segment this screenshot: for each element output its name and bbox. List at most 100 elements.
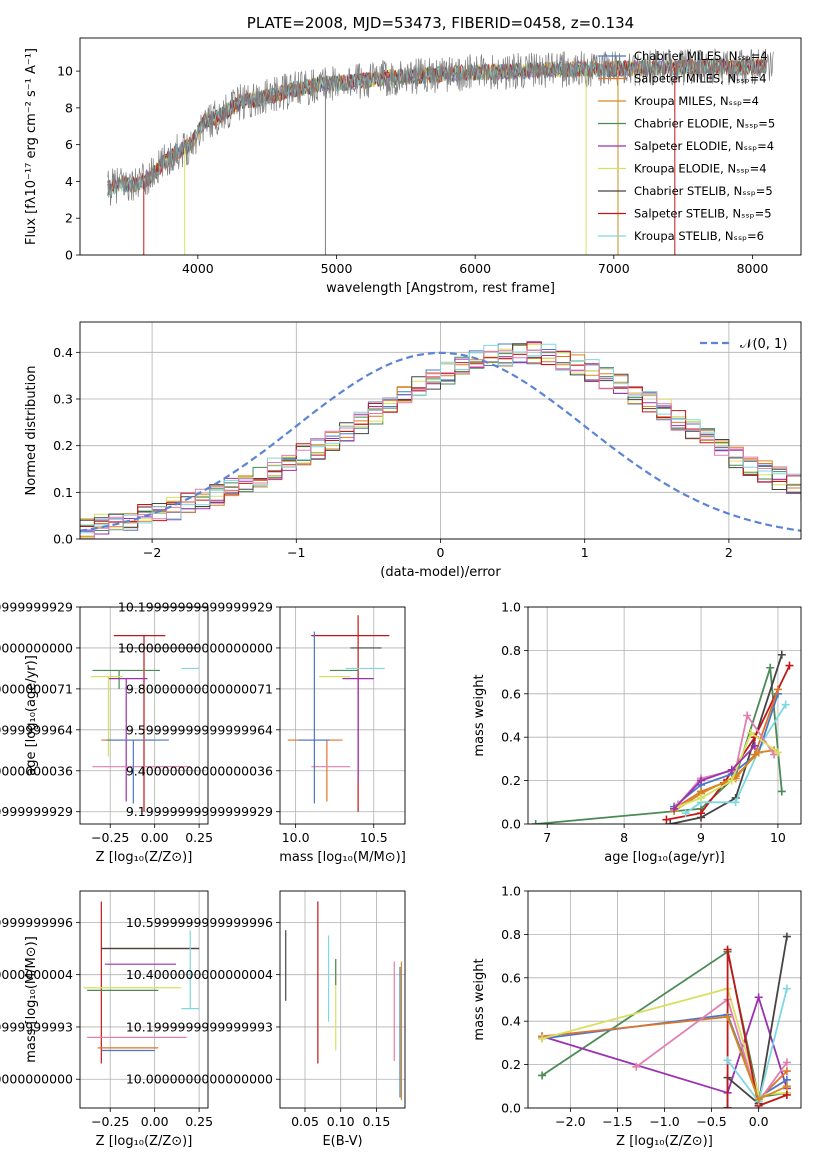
- weight-vs-z-ytick-label: 1.0: [501, 884, 521, 899]
- residuals-ytick-label: 0.2: [53, 438, 73, 453]
- age-vs-mass-xlabel: mass [log₁₀(M/M⊙)]: [279, 850, 406, 865]
- age-vs-mass-xtick-label: 10.0: [282, 830, 310, 845]
- spectrum-legend-label-4: Salpeter ELODIE, Nₛₛₚ=4: [634, 139, 774, 153]
- weight-vs-age-line-1: [670, 654, 783, 824]
- weight-vs-z-ytick-label: 0.8: [501, 927, 521, 942]
- weight-vs-z-xtick-label: 0.0: [749, 1114, 769, 1129]
- weight-vs-z-ytick-label: 0.2: [501, 1057, 521, 1072]
- spectrum-axes: 4000 5000 6000 7000 8000 0 2 4 6 8 10 wavelength [A…: [24, 48, 768, 296]
- age-vs-mass-ytick-label: 10.00000000000000000: [118, 640, 273, 655]
- spectrum-legend-label-1: Salpeter MILES, Nₛₛₚ=4: [634, 72, 767, 86]
- weight-vs-age-ylabel: mass weight: [472, 674, 487, 756]
- spectrum-legend-label-8: Kroupa STELIB, Nₛₛₚ=6: [634, 229, 764, 243]
- weight-vs-z-marker-5-3: [782, 1058, 791, 1067]
- weight-vs-age-ytick-label: 0.0: [501, 817, 521, 832]
- weight-vs-z-xlabel: Z [log₁₀(Z/Z⊙)]: [616, 1134, 713, 1149]
- mass-vs-ebv-xlabel: E(B-V): [322, 1134, 362, 1149]
- mass-vs-z-ytick-label: 10.4000000000000004: [0, 967, 73, 982]
- residuals-xtick-label: 2: [725, 545, 733, 560]
- weight-vs-age-marker-0-3: [766, 663, 775, 672]
- weight-vs-age-marker-2-1: [697, 809, 706, 818]
- age-vs-mass-ytick-label: 9.80000000000000071: [126, 681, 273, 696]
- spectrum-ytick-label: 0: [65, 248, 73, 263]
- spectrum-legend-label-5: Kroupa ELODIE, Nₛₛₚ=4: [634, 162, 767, 176]
- residuals-ytick-label: 0.0: [53, 532, 73, 547]
- weight-vs-z-xtick-label: −2.0: [555, 1114, 585, 1129]
- weight-vs-age-xlabel: age [log₁₀(age/yr)]: [604, 850, 725, 865]
- spectrum-xlabel: wavelength [Angstrom, rest frame]: [326, 281, 555, 296]
- weight-vs-z-marker-4-0: [538, 1034, 547, 1043]
- age-vs-z-xtick-label: 0.00: [141, 830, 169, 845]
- residuals-axes: −2 −1 0 1 2 0.0 0.1 0.2 0.3 0.4 (data-model)/error…: [24, 322, 801, 580]
- weight-vs-age-ytick-label: 0.8: [501, 643, 521, 658]
- weight-vs-z-marker-3-3: [782, 1067, 791, 1076]
- mass-vs-ebv-xtick-label: 0.15: [363, 1114, 391, 1129]
- weight-vs-age-marker-2-4: [785, 661, 794, 670]
- weight-vs-age-xtick-label: 10: [770, 830, 786, 845]
- age-vs-z-ytick-label: 9.59999999999999964: [0, 722, 73, 737]
- weight-vs-z-marker-9-2: [782, 1082, 791, 1091]
- weight-vs-z-ytick-label: 0.0: [501, 1101, 521, 1116]
- mass-vs-z-points: [83, 901, 200, 1064]
- residuals-hist: [80, 341, 801, 539]
- spectrum-legend-label-6: Chabrier STELIB, Nₛₛₚ=5: [634, 184, 773, 198]
- spectrum-ylabel: Flux [fλ10⁻¹⁷ erg cm⁻² s⁻¹ A⁻¹]: [24, 48, 39, 245]
- weight-vs-z-line-5: [635, 998, 788, 1104]
- age-vs-mass-ytick-label: 9.59999999999999964: [126, 722, 273, 737]
- weight-vs-age-xtick-label: 7: [543, 830, 551, 845]
- spectrum-legend-label-3: Chabrier ELODIE, Nₛₛₚ=5: [634, 117, 775, 131]
- weight-vs-age-marker-1-3: [777, 650, 786, 659]
- age-vs-mass-ytick-label: 9.19999999999999929: [126, 804, 273, 819]
- residuals-xlabel: (data-model)/error: [380, 565, 501, 580]
- age-vs-z-ytick-label: 10.19999999999999929: [0, 600, 73, 615]
- weight-vs-z-marker-7-1: [723, 945, 732, 954]
- weight-vs-age-xtick-label: 8: [620, 830, 628, 845]
- weight-vs-z-axes: −2.0 −1.5 −1.0 −0.5 0.0 0.0 0.2 0.4 0.6 0.8 1.0 Z […: [472, 884, 801, 1149]
- spectrum-legend-label-2: Kroupa MILES, Nₛₛₚ=4: [634, 94, 759, 108]
- weight-vs-z-xtick-label: −1.0: [649, 1114, 679, 1129]
- weight-vs-z-marker-6-3: [782, 932, 791, 941]
- age-vs-mass-axes: 10.0 10.5 9.19999999999999929 9.40000000000…: [118, 600, 406, 866]
- weight-vs-z-marker-1-2: [754, 993, 763, 1002]
- weight-vs-age-marker-9-2: [727, 765, 736, 774]
- spectrum-ytick-label: 8: [65, 100, 73, 115]
- spectrum-xtick-label: 7000: [598, 261, 630, 276]
- mass-vs-z-ylabel: mass [log₁₀(M/M⊙)]: [24, 936, 39, 1063]
- mass-vs-ebv-ytick-label: 10.4000000000000004: [126, 967, 273, 982]
- weight-vs-age-marker-5-4: [773, 685, 782, 694]
- residuals-xtick-label: 1: [581, 545, 589, 560]
- mass-vs-ebv-points: [285, 901, 403, 1101]
- age-vs-z-xtick-label: 0.25: [185, 830, 213, 845]
- spectrum-legend-label-0: Chabrier MILES, Nₛₛₚ=4: [634, 49, 768, 63]
- weight-vs-z-frame: [527, 890, 802, 1109]
- age-vs-mass-frame: [279, 606, 406, 825]
- mass-vs-z-frame: [79, 890, 209, 1109]
- weight-vs-age-ytick-label: 0.4: [501, 730, 521, 745]
- weight-vs-age-marker-9-3: [750, 741, 759, 750]
- mass-vs-ebv-xtick-label: 0.10: [327, 1114, 355, 1129]
- weight-vs-age-marker-2-0: [662, 815, 671, 824]
- age-vs-z-frame: [79, 606, 209, 825]
- residuals-ylabel: Normed distribution: [24, 366, 39, 496]
- age-vs-z-xtick-label: −0.25: [91, 830, 129, 845]
- weight-vs-age-marker-1-0: [666, 820, 675, 824]
- age-vs-z-ytick-label: 10.00000000000000000: [0, 640, 73, 655]
- weight-vs-z-ytick-label: 0.4: [501, 1014, 521, 1029]
- mass-vs-z-xtick-label: 0.00: [141, 1114, 169, 1129]
- age-vs-z-ytick-label: 9.19999999999999929: [0, 804, 73, 819]
- weight-vs-age-marker-0-4: [777, 787, 786, 796]
- weight-vs-age-ytick-label: 0.6: [501, 686, 521, 701]
- residuals-xtick-label: 0: [437, 545, 445, 560]
- spectrum-ytick-label: 6: [65, 137, 73, 152]
- age-vs-z-points: [90, 635, 200, 812]
- weight-vs-age-marker-3-2: [731, 798, 740, 807]
- spectrum-legend-label-7: Salpeter STELIB, Nₛₛₚ=5: [634, 207, 772, 221]
- weight-vs-age-frame: [527, 606, 802, 825]
- weight-vs-z-ylabel: mass weight: [472, 958, 487, 1040]
- mass-vs-z-xtick-label: 0.25: [185, 1114, 213, 1129]
- weight-vs-z-line-7: [726, 949, 788, 1108]
- age-vs-mass-xtick-label: 10.5: [360, 830, 388, 845]
- weight-vs-z-xtick-label: −0.5: [696, 1114, 726, 1129]
- weight-vs-age-marker-8-2: [727, 776, 736, 785]
- weight-vs-age-marker-9-0: [670, 804, 679, 813]
